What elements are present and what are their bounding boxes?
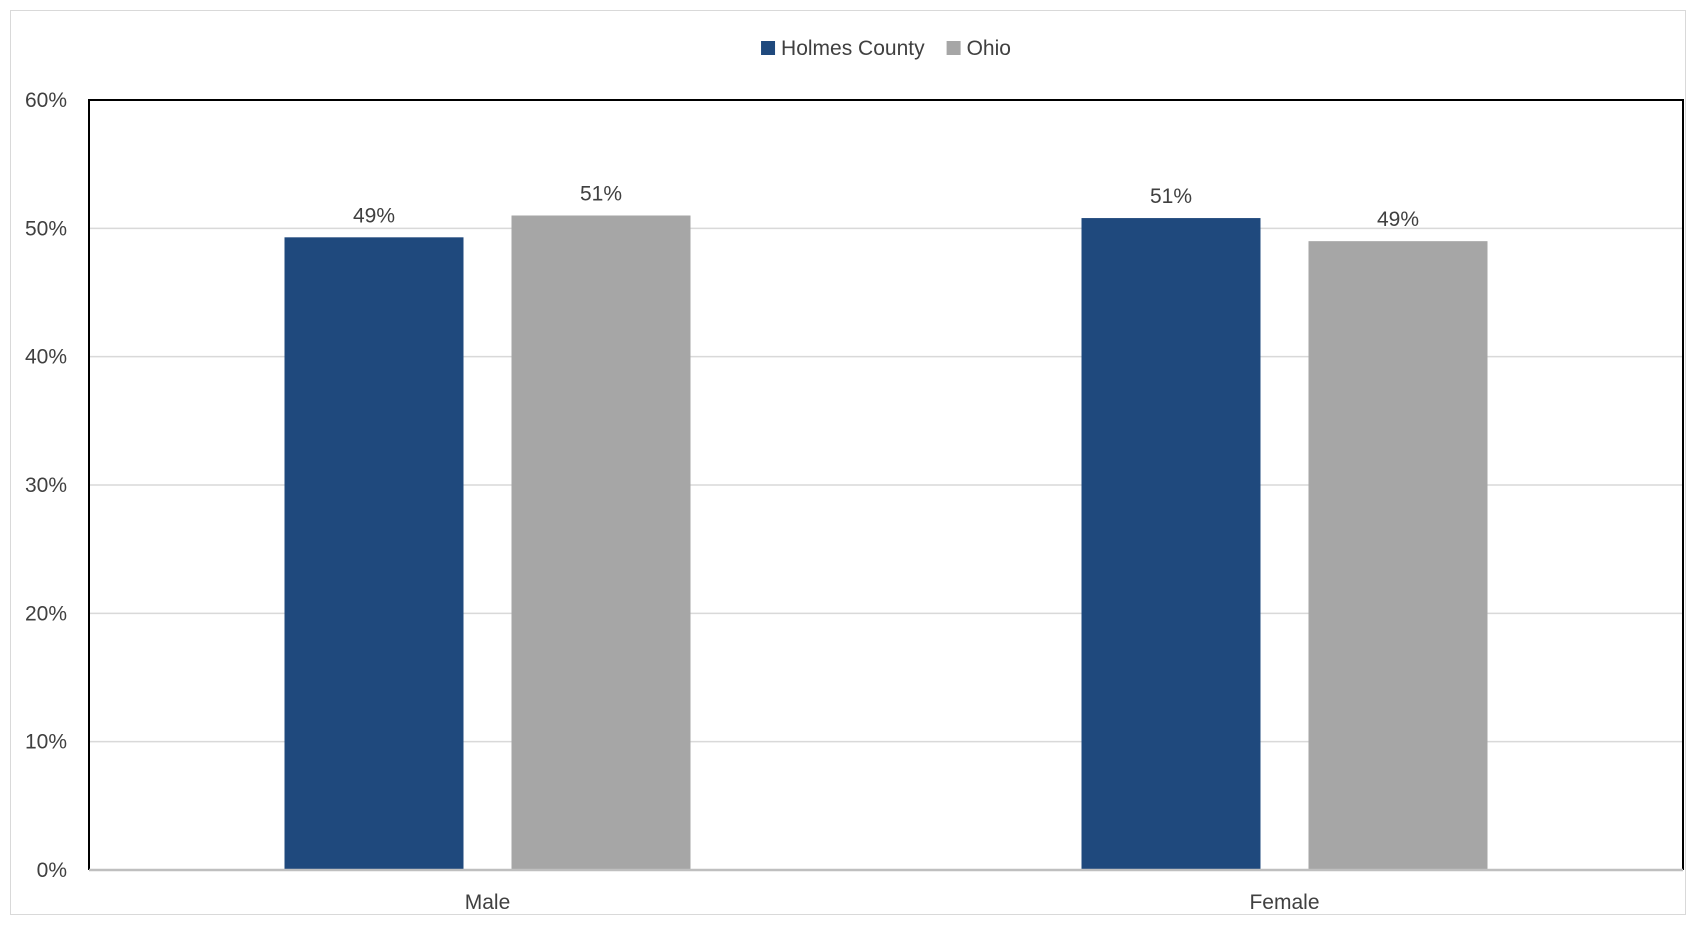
- legend-swatch-holmes-county: [761, 41, 776, 55]
- y-tick-label-60: 60%: [25, 89, 67, 112]
- data-label-holmes-county-male: 49%: [353, 204, 395, 227]
- y-tick-label-30: 30%: [25, 474, 67, 497]
- bar-ohio-male: [511, 215, 691, 870]
- y-tick-label-50: 50%: [25, 217, 67, 240]
- legend-label-holmes-county: Holmes County: [781, 37, 925, 60]
- y-tick-label-20: 20%: [25, 602, 67, 625]
- legend: Holmes County Ohio: [761, 37, 1011, 60]
- y-axis-tick-labels: 0% 10% 20% 30% 40% 50% 60%: [25, 89, 67, 882]
- bar-ohio-female: [1308, 241, 1488, 870]
- data-labels: 49% 51% 51% 49%: [353, 183, 1419, 232]
- y-tick-label-10: 10%: [25, 731, 67, 754]
- legend-label-ohio: Ohio: [967, 37, 1011, 60]
- bars: [284, 215, 1488, 871]
- plot-border-group: [88, 99, 1684, 872]
- data-label-ohio-female: 49%: [1377, 208, 1419, 231]
- x-category-label-female: Female: [1249, 891, 1319, 914]
- plot-border: [88, 99, 1684, 870]
- y-tick-label-40: 40%: [25, 346, 67, 369]
- x-category-label-male: Male: [465, 891, 511, 914]
- data-label-holmes-county-female: 51%: [1150, 185, 1192, 208]
- data-label-ohio-male: 51%: [580, 183, 622, 206]
- bar-holmes-county-female: [1081, 218, 1261, 871]
- legend-swatch-ohio: [946, 41, 961, 55]
- bar-holmes-county-male: [284, 237, 464, 871]
- y-tick-label-0: 0%: [37, 859, 67, 882]
- x-axis-category-labels: Male Female: [465, 891, 1320, 914]
